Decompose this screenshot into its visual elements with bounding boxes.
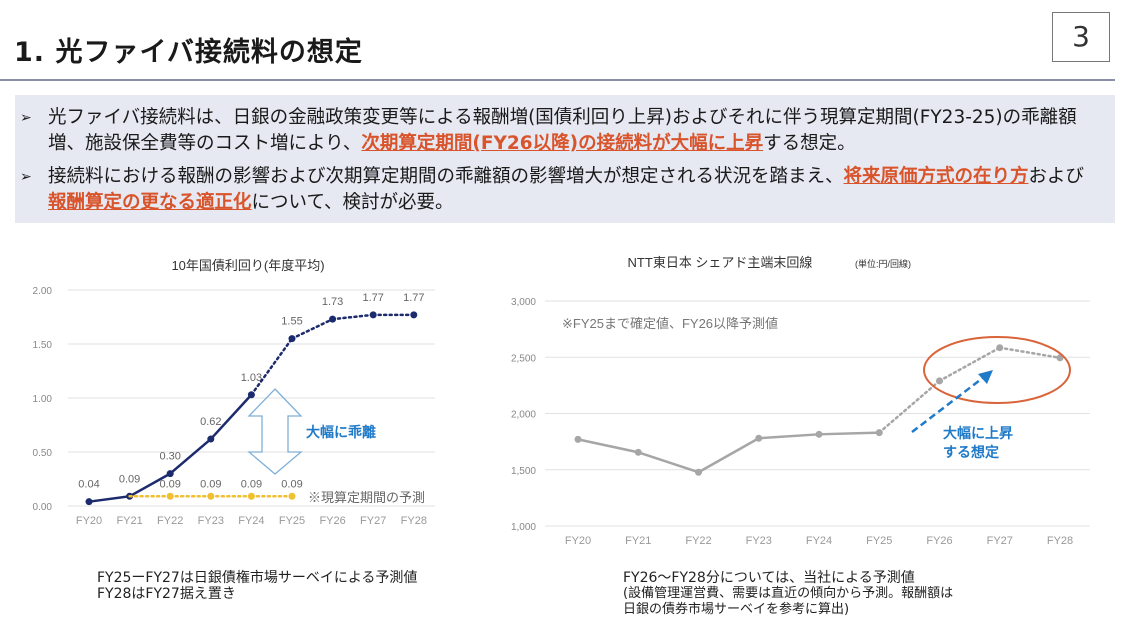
left-chart-footnote: FY25ーFY27は日銀債権市場サーベイによる予測値 FY28はFY27据え置き: [97, 570, 417, 602]
data-label: 0.09: [241, 478, 262, 490]
x-tick-label: FY25: [866, 535, 892, 547]
series-line-segment: [331, 313, 375, 321]
x-tick-label: FY20: [565, 535, 591, 547]
data-label: 1.77: [362, 292, 383, 304]
summary-box: [15, 95, 1115, 223]
y-tick-label: 0.00: [33, 502, 53, 513]
footnote-line: FY28はFY27据え置き: [97, 586, 236, 602]
right-chart-footnote: FY26～FY28分については、当社による予測値 (設備管理運営費、需要は直近の…: [623, 570, 953, 618]
rise-arrowhead-icon: [978, 370, 993, 384]
bullet-arrow-icon: ➢: [20, 169, 32, 185]
highlight-circle: [923, 336, 1071, 404]
data-label: 0.09: [159, 478, 180, 490]
divergence-label: 大幅に乖離: [306, 424, 376, 440]
series-line-segment: [209, 393, 253, 440]
x-tick-label: FY28: [1047, 535, 1073, 547]
highlighted-text: 報酬算定の更なる適正化: [48, 192, 252, 213]
y-tick-label: 1.00: [33, 394, 53, 405]
x-tick-label: FY20: [76, 515, 102, 527]
bullet-text: する想定。: [763, 133, 856, 154]
x-tick-label: FY23: [198, 515, 224, 527]
y-tick-label: 0.50: [33, 448, 53, 459]
title-divider: [0, 79, 1115, 81]
x-tick-label: FY26: [926, 535, 952, 547]
data-label: 1.03: [241, 372, 262, 384]
x-tick-label: FY21: [625, 535, 651, 547]
forecast-note: ※FY25まで確定値、FY26以降予測値: [562, 316, 778, 331]
y-tick-label: 2,500: [511, 353, 536, 364]
bullet-text: 光ファイバ接続料は、日銀の金融政策変更等による報酬増(国債利回り上昇)およびそれ…: [48, 107, 1077, 154]
x-tick-label: FY27: [360, 515, 386, 527]
y-tick-label: 1,000: [511, 522, 536, 533]
x-tick-label: FY27: [987, 535, 1013, 547]
highlighted-text: 将来原価方式の在り方: [843, 166, 1029, 187]
chart-title: 10年国債利回り(年度平均): [171, 258, 324, 273]
rise-arrow-icon: [911, 376, 985, 433]
data-label: 1.77: [403, 292, 424, 304]
series-line-segment: [998, 346, 1062, 360]
data-label: 0.30: [159, 451, 180, 463]
summary-bullet-2: ➢ 接続料における報酬の影響および次期算定期間の乖離額の影響増大が想定される状況を…: [20, 164, 1095, 216]
x-tick-label: FY22: [685, 535, 711, 547]
y-tick-label: 2.00: [33, 286, 53, 297]
data-label: 0.04: [78, 479, 99, 491]
page-title: 1. 光ファイバ接続料の想定: [14, 37, 363, 68]
data-point: [288, 492, 296, 500]
rise-label: する想定: [943, 444, 999, 460]
series-line-segment: [818, 431, 880, 436]
bullet-text: について、検討が必要。: [251, 192, 454, 213]
data-label: 1.73: [322, 296, 343, 308]
series-line-segment: [290, 317, 334, 340]
chart-unit: (単位:円/回線): [855, 258, 911, 269]
data-point: [1056, 354, 1064, 362]
x-tick-label: FY24: [806, 535, 832, 547]
chart-title: NTT東日本 シェアド主端末回線: [628, 255, 813, 270]
x-tick-label: FY21: [116, 515, 142, 527]
x-tick-label: FY28: [401, 515, 427, 527]
y-tick-label: 2,000: [511, 410, 536, 421]
series-line-segment: [169, 438, 212, 475]
x-tick-label: FY26: [319, 515, 345, 527]
series-line-segment: [878, 379, 941, 434]
forecast-note: ※現算定期間の予測: [308, 490, 425, 505]
series-line-segment: [577, 438, 639, 454]
footnote-line: FY26～FY28分については、当社による予測値: [623, 570, 915, 586]
series-line-segment: [88, 495, 130, 503]
y-tick-label: 3,000: [511, 297, 536, 308]
summary-bullet-1: ➢ 光ファイバ接続料は、日銀の金融政策変更等による報酬増(国債利回り上昇)およびそ…: [20, 105, 1095, 157]
series-line-segment: [637, 451, 699, 474]
bullet-text: 接続料における報酬の影響および次期算定期間の乖離額の影響増大が想定される状況を踏…: [48, 166, 844, 187]
highlighted-text: 次期算定期間(FY26以降)の接続料が大幅に上昇: [361, 133, 764, 154]
series-line-segment: [758, 433, 820, 440]
series-line-segment: [128, 472, 171, 498]
series-line-segment: [697, 437, 760, 474]
divergence-double-arrow-icon: [247, 388, 303, 475]
data-label: 1.55: [281, 316, 302, 328]
page-number: 3: [1052, 12, 1110, 62]
rise-label: 大幅に上昇: [943, 425, 1013, 441]
x-tick-label: FY24: [238, 515, 264, 527]
data-label: 0.09: [200, 478, 221, 490]
x-tick-label: FY22: [157, 515, 183, 527]
bullet-arrow-icon: ➢: [20, 110, 32, 126]
bullet-text: および: [1028, 166, 1085, 187]
x-tick-label: FY23: [746, 535, 772, 547]
footnote-line: FY25ーFY27は日銀債権市場サーベイによる予測値: [97, 570, 418, 586]
data-label: 0.09: [119, 473, 140, 485]
data-label: 0.09: [281, 478, 302, 490]
data-label: 0.62: [200, 416, 221, 428]
y-tick-label: 1.50: [33, 340, 53, 351]
series-line-segment: [938, 346, 1001, 383]
x-tick-label: FY25: [279, 515, 305, 527]
data-point: [410, 311, 418, 319]
footnote-line: 日銀の債券市場サーベイを参考に算出): [623, 602, 850, 617]
footnote-line: (設備管理運営費、需要は直近の傾向から予測。報酬額は: [623, 586, 954, 601]
y-tick-label: 1,500: [511, 466, 536, 477]
series-line-segment: [250, 337, 294, 397]
